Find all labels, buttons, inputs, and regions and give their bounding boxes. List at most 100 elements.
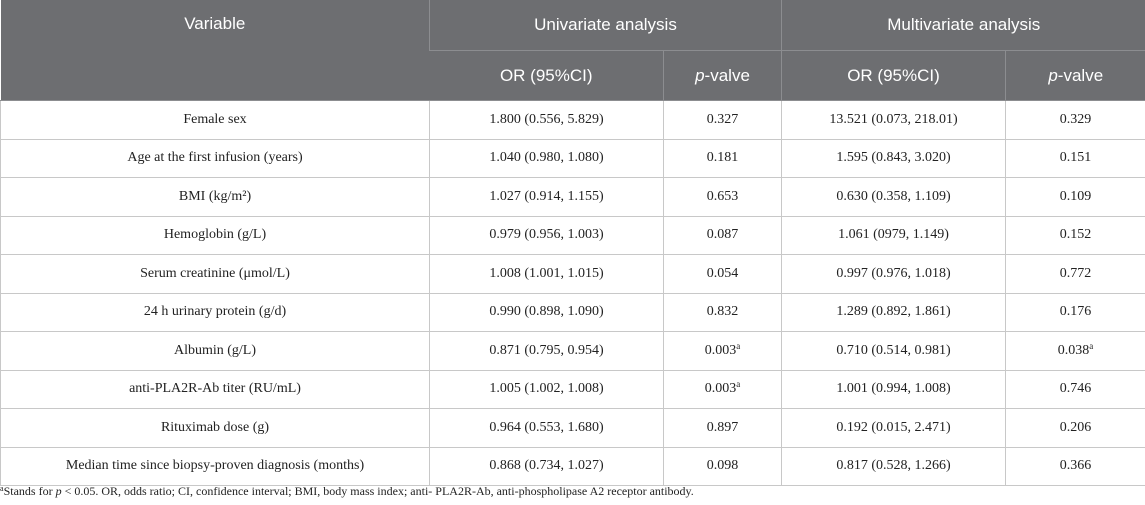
cell-uni-p-text: 0.327 (706, 111, 739, 127)
cell-multi-p: 0.109 (1005, 177, 1145, 217)
cell-multi-p-text: 0.152 (1059, 227, 1092, 243)
cell-multi-or: 1.001 (0.994, 1.008) (781, 369, 1006, 409)
cell-multi-p-text: 0.206 (1059, 419, 1092, 435)
cell-multi-or-text: 13.521 (0.073, 218.01) (829, 111, 958, 127)
header-uni-p-italic: p (695, 65, 705, 85)
footnote-marker: a (0, 484, 4, 493)
significance-marker: a (736, 340, 741, 351)
cell-uni-p-text: 0.003 (704, 342, 737, 358)
cell-variable-text: Hemoglobin (g/L) (163, 227, 267, 243)
cell-uni-p: 0.087 (663, 215, 782, 255)
cell-uni-or: 1.027 (0.914, 1.155) (429, 177, 664, 217)
cell-uni-or-text: 0.871 (0.795, 0.954) (489, 342, 604, 358)
table-row: 24 h urinary protein (g/d) 0.990 (0.898, … (0, 292, 1145, 332)
cell-variable: Serum creatinine (μmol/L) (0, 254, 430, 294)
cell-variable: BMI (kg/m²) (0, 177, 430, 217)
cell-multi-or-text: 1.061 (0979, 1.149) (838, 227, 949, 243)
cell-multi-p: 0.746 (1005, 369, 1145, 409)
cell-variable-text: Median time since biopsy-proven diagnosi… (65, 458, 365, 474)
cell-uni-or: 0.964 (0.553, 1.680) (429, 408, 664, 448)
header-univariate: Univariate analysis (429, 0, 782, 51)
cell-multi-p-text: 0.366 (1059, 458, 1092, 474)
cell-multi-or-text: 1.289 (0.892, 1.861) (836, 304, 951, 320)
table-row: BMI (kg/m²) 1.027 (0.914, 1.155) 0.653 0.63… (0, 177, 1145, 217)
cell-uni-or: 1.008 (1.001, 1.015) (429, 254, 664, 294)
cell-multi-or-text: 0.817 (0.528, 1.266) (836, 458, 951, 474)
cell-variable: Median time since biopsy-proven diagnosi… (0, 446, 430, 486)
significance-marker: a (736, 379, 741, 390)
cell-multi-p: 0.366 (1005, 446, 1145, 486)
cell-uni-or: 0.868 (0.734, 1.027) (429, 446, 664, 486)
cell-uni-p: 0.003a (663, 331, 782, 371)
cell-multi-p: 0.038a (1005, 331, 1145, 371)
regression-table: Variable Univariate analysis Multivariat… (0, 0, 1145, 486)
cell-uni-or: 0.979 (0.956, 1.003) (429, 215, 664, 255)
cell-variable-text: Female sex (183, 111, 247, 127)
cell-uni-p: 0.054 (663, 254, 782, 294)
cell-multi-or: 1.289 (0.892, 1.861) (781, 292, 1006, 332)
cell-multi-p-text: 0.176 (1059, 304, 1092, 320)
cell-uni-p-text: 0.653 (706, 188, 739, 204)
cell-multi-or: 0.192 (0.015, 2.471) (781, 408, 1006, 448)
significance-marker: a (1089, 340, 1094, 351)
cell-multi-p: 0.206 (1005, 408, 1145, 448)
cell-multi-or-text: 0.630 (0.358, 1.109) (836, 188, 951, 204)
table-row: Age at the first infusion (years) 1.040 (… (0, 138, 1145, 178)
header-multi-p: p-valve (1005, 50, 1145, 101)
cell-multi-or-text: 1.595 (0.843, 3.020) (836, 150, 951, 166)
cell-uni-or-text: 0.868 (0.734, 1.027) (489, 458, 604, 474)
cell-multi-p-text: 0.109 (1059, 188, 1092, 204)
cell-uni-or: 0.990 (0.898, 1.090) (429, 292, 664, 332)
header-uni-or: OR (95%CI) (429, 50, 664, 101)
cell-uni-or-text: 1.027 (0.914, 1.155) (489, 188, 604, 204)
header-multivariate: Multivariate analysis (781, 0, 1145, 51)
cell-uni-p-text: 0.087 (706, 227, 739, 243)
cell-variable: Albumin (g/L) (0, 331, 430, 371)
cell-uni-or-text: 1.008 (1.001, 1.015) (489, 265, 604, 281)
cell-variable: Hemoglobin (g/L) (0, 215, 430, 255)
cell-multi-p: 0.176 (1005, 292, 1145, 332)
cell-multi-or: 1.595 (0.843, 3.020) (781, 138, 1006, 178)
cell-multi-p: 0.329 (1005, 100, 1145, 140)
header-multi-or: OR (95%CI) (781, 50, 1006, 101)
cell-uni-p: 0.181 (663, 138, 782, 178)
cell-uni-p: 0.832 (663, 292, 782, 332)
cell-variable-text: anti-PLA2R-Ab titer (RU/mL) (129, 381, 301, 397)
cell-uni-p-text: 0.181 (706, 150, 739, 166)
cell-uni-or-text: 1.800 (0.556, 5.829) (489, 111, 604, 127)
cell-uni-p-text: 0.054 (706, 265, 739, 281)
cell-multi-or-text: 0.710 (0.514, 0.981) (836, 342, 951, 358)
table-row: Hemoglobin (g/L) 0.979 (0.956, 1.003) 0.08… (0, 215, 1145, 255)
cell-multi-or: 0.630 (0.358, 1.109) (781, 177, 1006, 217)
table-row: Rituximab dose (g) 0.964 (0.553, 1.680) 0.… (0, 408, 1145, 448)
cell-multi-p: 0.151 (1005, 138, 1145, 178)
cell-multi-p-text: 0.746 (1059, 381, 1092, 397)
cell-uni-p-text: 0.897 (706, 419, 739, 435)
cell-variable-text: Age at the first infusion (years) (127, 150, 303, 166)
header-uni-p-rest: -valve (704, 65, 750, 85)
results-table-container: Variable Univariate analysis Multivariat… (0, 0, 1145, 486)
cell-multi-or: 0.997 (0.976, 1.018) (781, 254, 1006, 294)
cell-variable: 24 h urinary protein (g/d) (0, 292, 430, 332)
cell-uni-or-text: 0.979 (0.956, 1.003) (489, 227, 604, 243)
cell-variable: Female sex (0, 100, 430, 140)
footnote-lead: Stands for (3, 484, 56, 498)
cell-uni-or: 0.871 (0.795, 0.954) (429, 331, 664, 371)
cell-multi-p-text: 0.329 (1059, 111, 1092, 127)
cell-uni-or-text: 0.964 (0.553, 1.680) (489, 419, 604, 435)
cell-uni-p: 0.003a (663, 369, 782, 409)
cell-multi-or-text: 0.997 (0.976, 1.018) (836, 265, 951, 281)
cell-variable: Age at the first infusion (years) (0, 138, 430, 178)
cell-multi-or: 0.710 (0.514, 0.981) (781, 331, 1006, 371)
table-header: Variable Univariate analysis Multivariat… (0, 0, 1145, 101)
table-body: Female sex 1.800 (0.556, 5.829) 0.327 13.52… (0, 100, 1145, 486)
cell-uni-or-text: 1.040 (0.980, 1.080) (489, 150, 604, 166)
cell-uni-or-text: 1.005 (1.002, 1.008) (489, 381, 604, 397)
cell-multi-p-text: 0.038 (1057, 342, 1090, 358)
footnote: aStands for p < 0.05. OR, odds ratio; CI… (0, 484, 694, 499)
cell-uni-or: 1.800 (0.556, 5.829) (429, 100, 664, 140)
cell-multi-or: 13.521 (0.073, 218.01) (781, 100, 1006, 140)
cell-multi-p: 0.772 (1005, 254, 1145, 294)
cell-variable: anti-PLA2R-Ab titer (RU/mL) (0, 369, 430, 409)
cell-variable: Rituximab dose (g) (0, 408, 430, 448)
